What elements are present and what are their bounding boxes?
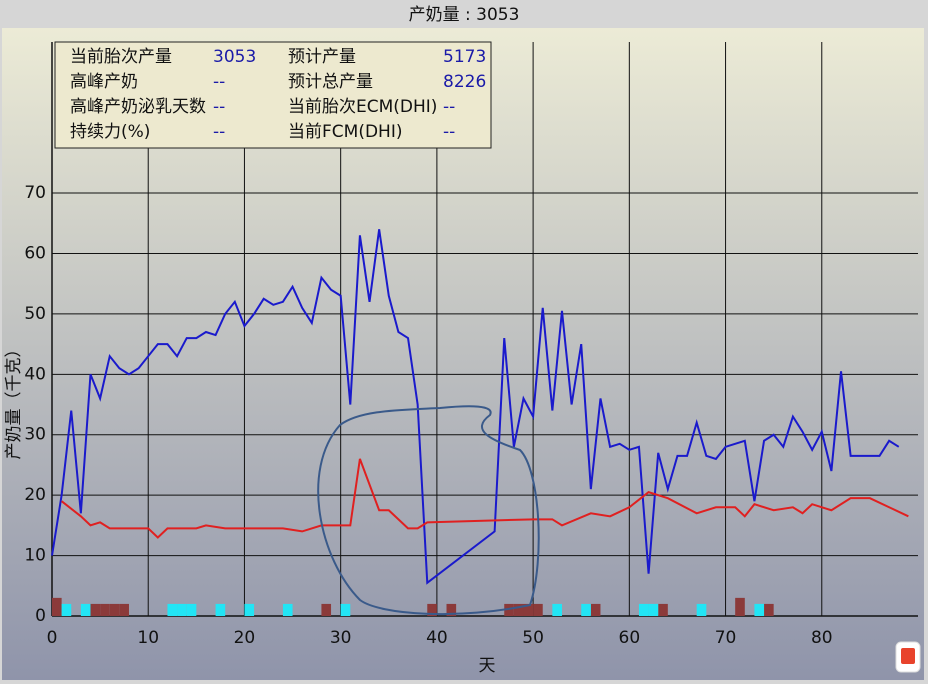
event-bar (446, 603, 457, 616)
event-bar (590, 603, 601, 616)
info-label: 当前FCM(DHI) (288, 122, 402, 142)
event-bar (321, 603, 332, 616)
info-value: -- (213, 97, 225, 117)
event-bar (533, 603, 543, 616)
event-bar (244, 603, 255, 616)
event-bar (215, 603, 226, 616)
info-value: 3053 (213, 47, 256, 67)
event-bar (696, 603, 707, 616)
info-label: 高峰产奶 (70, 72, 138, 92)
x-tick-label: 80 (811, 628, 833, 648)
y-tick-label: 60 (24, 243, 46, 263)
info-value: -- (443, 122, 455, 142)
event-bar (119, 603, 129, 616)
y-tick-label: 0 (35, 606, 46, 626)
event-bar (754, 603, 765, 616)
event-bar (90, 603, 101, 616)
event-bar (658, 603, 668, 616)
event-bar (764, 603, 774, 616)
watermark-icon (895, 641, 921, 673)
x-tick-label: 30 (330, 628, 352, 648)
chart-title: 产奶量 : 3053 (409, 5, 520, 25)
event-bar (177, 603, 187, 616)
plot-area: 0 10 20 30 40 50 60 70 0 10 20 30 40 50 60 70 80 (24, 42, 918, 648)
y-tick-label: 20 (24, 485, 46, 505)
x-tick-label: 10 (137, 628, 159, 648)
x-tick-label: 40 (426, 628, 448, 648)
event-bar (282, 603, 293, 616)
info-value: -- (213, 72, 225, 92)
y-tick-label: 50 (24, 304, 46, 324)
info-label: 当前胎次ECM(DHI) (288, 97, 437, 117)
x-axis-label: 天 (479, 656, 496, 676)
x-tick-label: 60 (619, 628, 641, 648)
y-tick-label: 70 (24, 183, 46, 203)
hand-drawn-annotation (317, 405, 540, 616)
event-bar (581, 603, 591, 616)
y-axis-label: 产奶量（千克） (4, 341, 24, 460)
event-bar (167, 603, 178, 616)
data-line (51, 229, 900, 585)
event-bar (648, 603, 659, 616)
event-bar (552, 603, 562, 616)
event-bar (735, 597, 745, 616)
info-value: 8226 (443, 72, 486, 92)
info-value: -- (213, 122, 225, 142)
info-value: -- (443, 97, 455, 117)
event-bar (109, 603, 120, 616)
event-bar (504, 603, 514, 616)
y-tick-label: 30 (24, 425, 46, 445)
x-tick-label: 0 (47, 628, 58, 648)
event-bar (523, 603, 534, 616)
y-tick-label: 10 (24, 546, 46, 566)
event-bar (340, 603, 351, 616)
info-label: 高峰产奶泌乳天数 (70, 97, 206, 117)
event-bar (513, 603, 524, 616)
x-tick-label: 50 (522, 628, 544, 648)
x-tick-label: 70 (715, 628, 737, 648)
info-value: 5173 (443, 47, 486, 67)
event-bar (427, 603, 437, 616)
event-bar (52, 597, 62, 616)
event-bar (80, 603, 91, 616)
data-line (61, 458, 909, 539)
event-bar (186, 603, 197, 616)
event-bar (61, 603, 72, 616)
info-panel: 当前胎次产量 3053 预计产量 5173 高峰产奶 -- 预计总产量 8226 高峰产奶泌乳天… (54, 41, 492, 149)
info-box (54, 41, 492, 149)
info-label: 预计总产量 (288, 72, 373, 92)
info-label: 预计产量 (288, 47, 356, 67)
y-tick-label: 40 (24, 364, 46, 384)
x-tick-label: 20 (234, 628, 256, 648)
info-label: 持续力(%) (70, 122, 150, 142)
event-bar (100, 603, 110, 616)
event-bar (638, 603, 649, 616)
info-label: 当前胎次产量 (70, 47, 172, 67)
